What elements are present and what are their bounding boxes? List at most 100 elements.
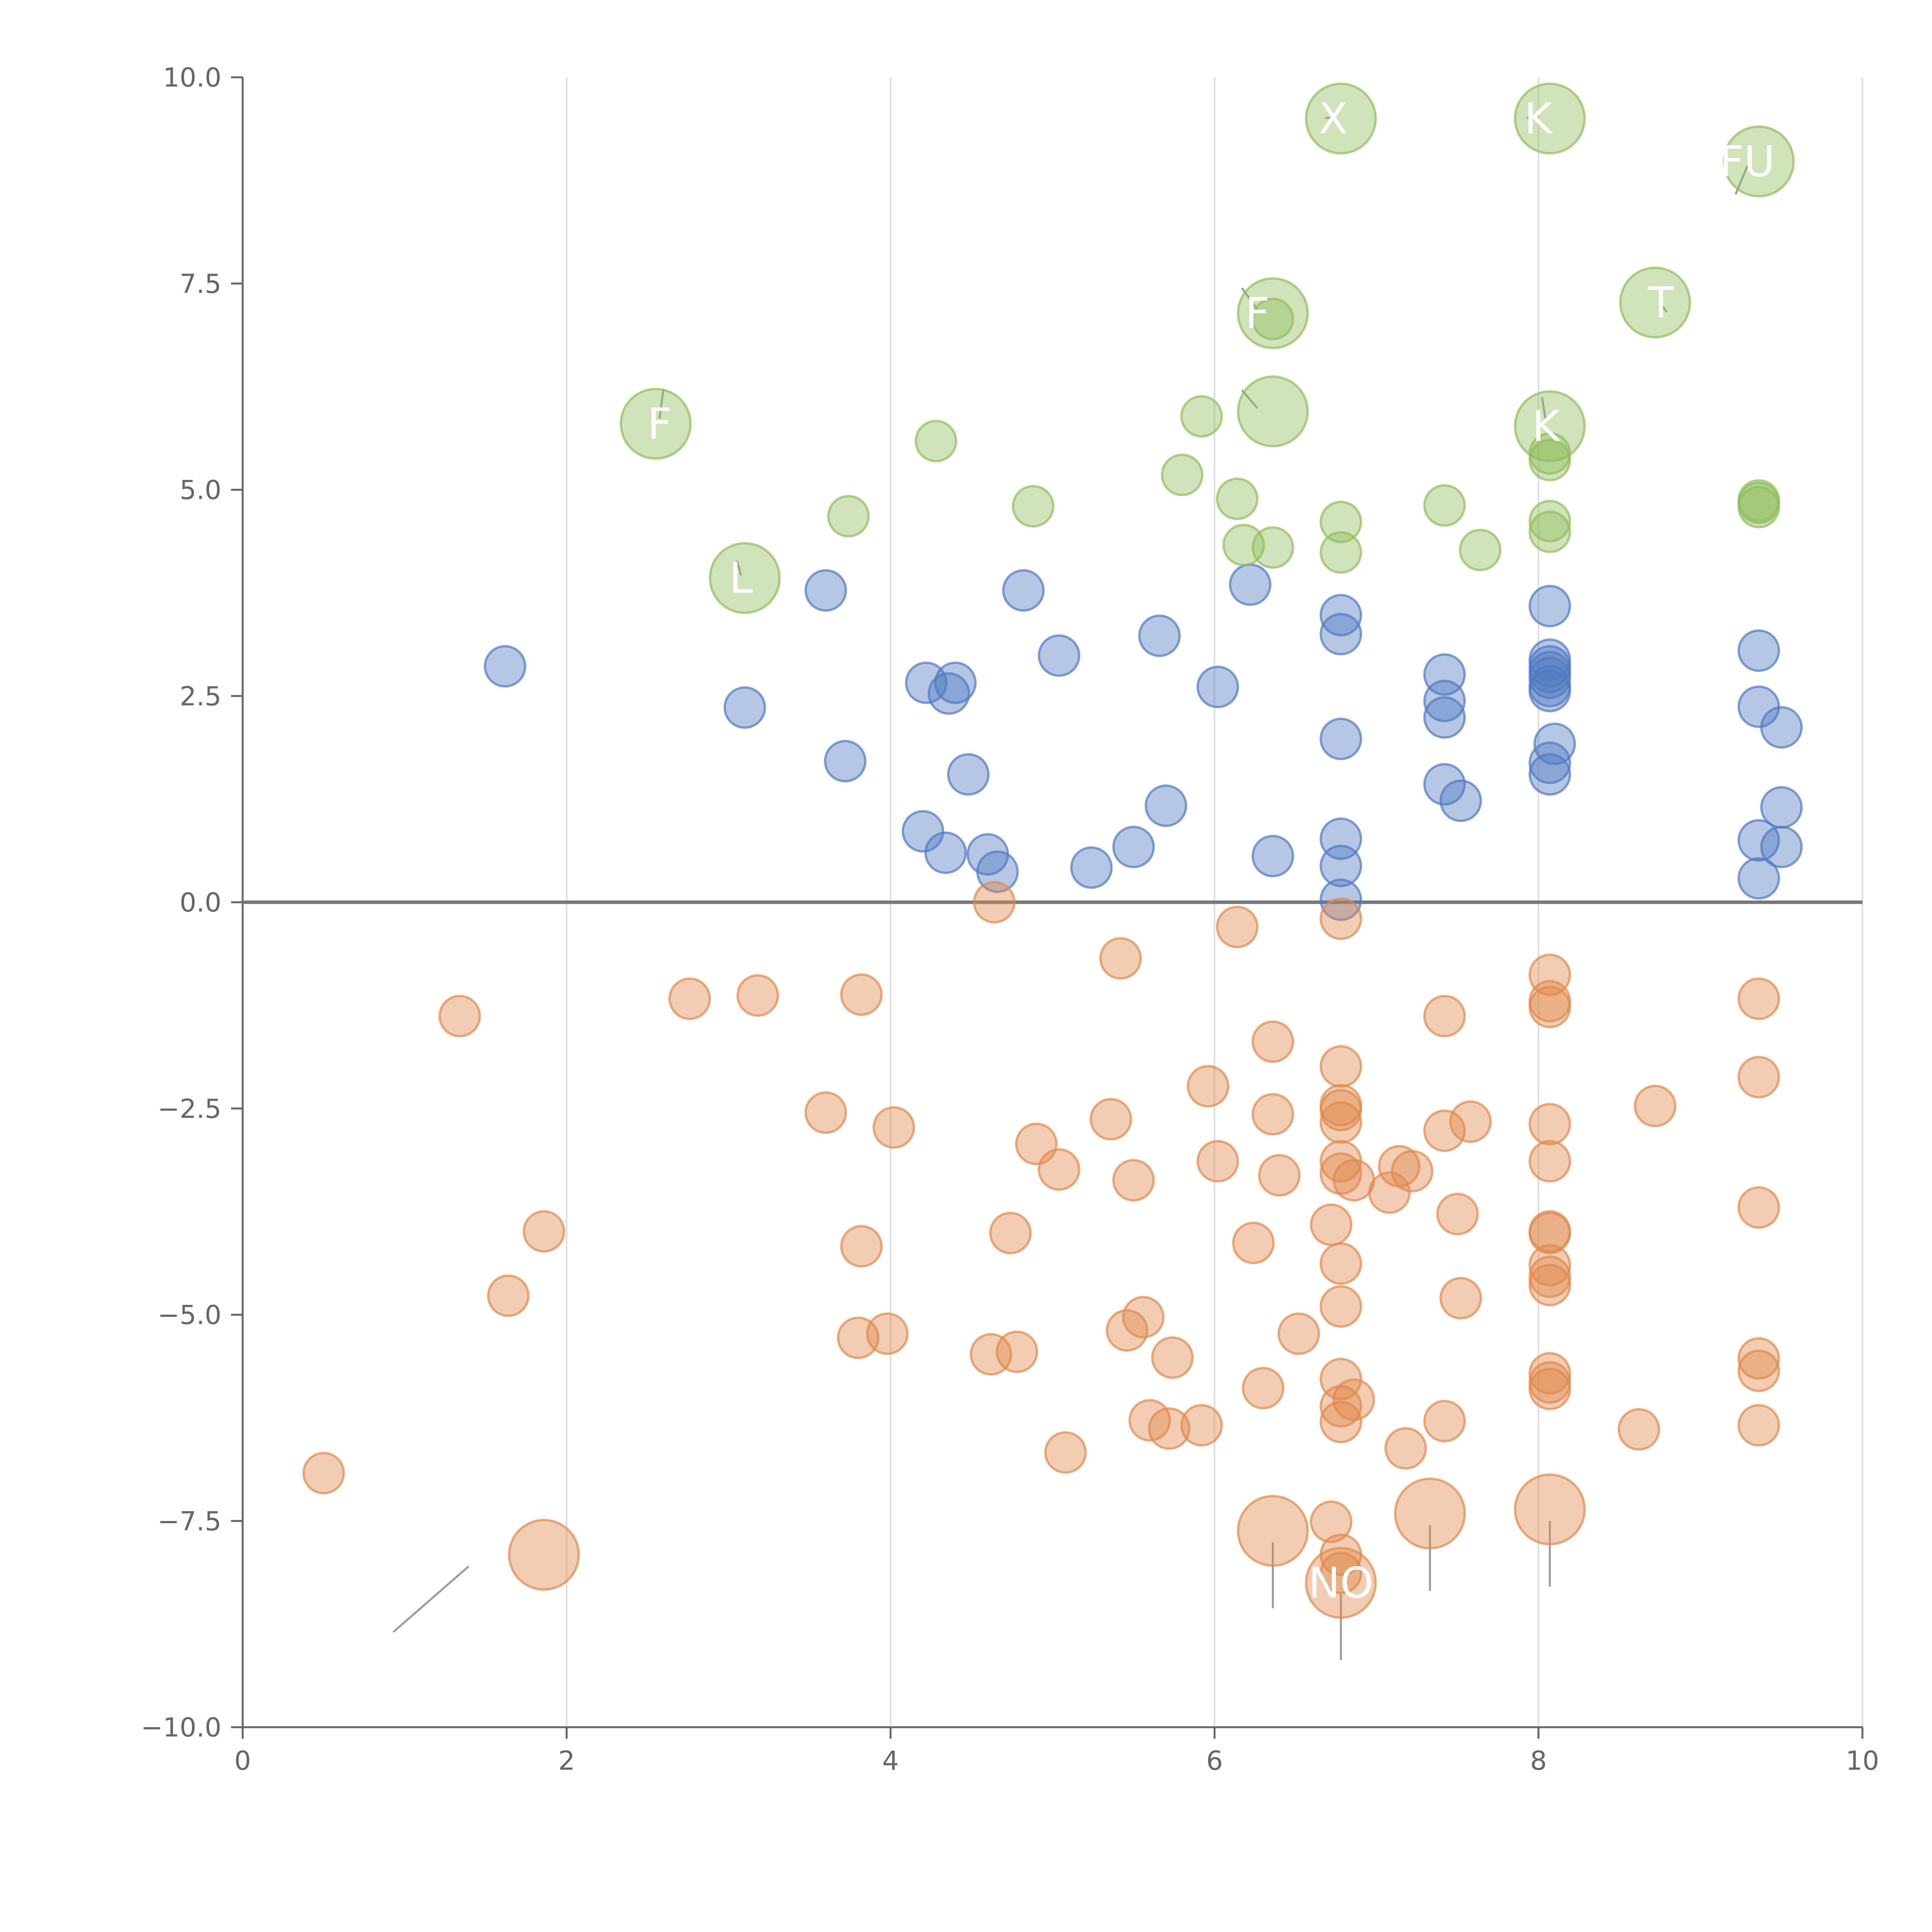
- blue-point-22: [1320, 613, 1362, 656]
- blue-point-9: [947, 753, 990, 796]
- orange-point-80: [1737, 977, 1780, 1020]
- blue-point-19: [1229, 563, 1272, 606]
- annotation-label-9: NO: [1308, 1558, 1374, 1607]
- y-tick-label-5: 2.5: [180, 681, 221, 712]
- blue-point-28: [1423, 680, 1466, 723]
- blue-point-5: [905, 662, 948, 704]
- blue-point-6: [924, 831, 967, 874]
- green-large-point-7: [1619, 266, 1691, 338]
- blue-point-3: [824, 740, 867, 782]
- orange-large-point-2: [1305, 1547, 1377, 1619]
- green-point-15: [1528, 500, 1571, 543]
- orange-point-17: [1037, 1148, 1080, 1191]
- green-point-12: [1459, 529, 1502, 571]
- orange-point-19: [1089, 1098, 1132, 1141]
- annotation-label-4: T: [1648, 278, 1674, 327]
- green-point-4: [1180, 395, 1223, 438]
- blue-point-38: [1528, 670, 1571, 713]
- x-tick-label-1: 2: [558, 1746, 575, 1776]
- orange-point-32: [1242, 1367, 1284, 1410]
- orange-point-74: [1528, 1264, 1571, 1306]
- blue-point-16: [1138, 614, 1181, 657]
- orange-point-18: [1044, 1431, 1087, 1474]
- orange-large-point-4: [1514, 1473, 1586, 1546]
- annotation-label-8: L: [729, 553, 753, 603]
- axes: [242, 77, 1862, 1728]
- orange-point-13: [973, 881, 1016, 923]
- green-point-5: [1216, 477, 1259, 520]
- orange-point-83: [1737, 1337, 1780, 1380]
- annotation-leader-10: [393, 1565, 469, 1633]
- orange-point-11: [872, 1106, 915, 1149]
- orange-point-36: [1277, 1312, 1320, 1355]
- annotation-label-7: K: [1532, 401, 1561, 451]
- blue-point-30: [1423, 763, 1466, 806]
- x-tick-label-2: 4: [882, 1746, 899, 1776]
- y-tick-label-7: 7.5: [180, 269, 221, 299]
- orange-point-75: [1528, 1352, 1571, 1395]
- y-tick-label-4: 0.0: [180, 888, 221, 918]
- green-large-point-0: [619, 388, 692, 460]
- blue-point-18: [1196, 665, 1239, 708]
- orange-point-30: [1216, 906, 1259, 949]
- orange-point-55: [1368, 1171, 1411, 1214]
- blue-point-2: [804, 569, 847, 612]
- blue-point-45: [1737, 857, 1780, 900]
- blue-point-1: [723, 686, 766, 729]
- x-tick-label-0: 0: [234, 1746, 251, 1776]
- annotation-leader-4: [1660, 303, 1668, 313]
- blue-point-47: [1760, 786, 1803, 829]
- blue-point-8: [934, 662, 977, 704]
- orange-large-point-1: [1237, 1495, 1309, 1567]
- orange-point-3: [522, 1210, 565, 1253]
- orange-point-5: [736, 974, 779, 1017]
- orange-point-47: [1320, 1285, 1362, 1328]
- green-large-point-3: [1237, 375, 1309, 447]
- orange-point-26: [1151, 1336, 1194, 1379]
- green-point-10: [1320, 531, 1362, 574]
- x-tick-label-3: 6: [1206, 1746, 1223, 1776]
- green-point-0: [827, 495, 870, 537]
- orange-point-27: [1180, 1404, 1223, 1447]
- green-large-point-2: [1237, 277, 1309, 349]
- orange-point-81: [1737, 1056, 1780, 1099]
- orange-point-40: [1320, 1045, 1362, 1088]
- orange-point-78: [1617, 1408, 1660, 1451]
- blue-point-42: [1737, 629, 1780, 672]
- orange-point-42: [1320, 1089, 1362, 1132]
- green-point-8: [1252, 298, 1294, 340]
- blue-point-13: [1037, 634, 1080, 677]
- orange-point-2: [487, 1274, 530, 1317]
- annotation-label-1: K: [1524, 94, 1553, 143]
- orange-point-69: [1528, 1140, 1571, 1183]
- orange-point-52: [1320, 1551, 1362, 1594]
- y-tick-label-6: 5.0: [180, 475, 221, 506]
- blue-point-31: [1439, 779, 1482, 822]
- blue-point-23: [1320, 718, 1362, 760]
- orange-point-38: [1310, 1203, 1353, 1246]
- green-point-16: [1528, 510, 1571, 553]
- green-large-point-4: [1305, 82, 1377, 155]
- orange-point-37: [1310, 1500, 1353, 1543]
- annotation-label-0: X: [1318, 94, 1347, 143]
- blue-point-32: [1528, 585, 1571, 628]
- blue-point-41: [1533, 723, 1576, 765]
- orange-point-35: [1258, 1154, 1301, 1197]
- data-points: [302, 82, 1803, 1619]
- orange-point-1: [438, 995, 481, 1037]
- annotation-label-5: F: [647, 399, 672, 449]
- blue-point-25: [1320, 845, 1362, 888]
- orange-point-62: [1436, 1193, 1479, 1236]
- orange-point-61: [1423, 1400, 1466, 1442]
- blue-point-17: [1145, 784, 1187, 827]
- orange-point-20: [1099, 937, 1142, 980]
- green-point-7: [1252, 526, 1294, 569]
- annotation-label-2: FU: [1719, 137, 1775, 186]
- orange-point-10: [866, 1312, 909, 1355]
- orange-point-0: [302, 1452, 345, 1495]
- orange-point-9: [840, 1225, 883, 1268]
- green-point-19: [1737, 486, 1780, 529]
- blue-point-48: [1760, 825, 1803, 868]
- orange-point-4: [668, 977, 711, 1020]
- orange-point-8: [840, 973, 883, 1016]
